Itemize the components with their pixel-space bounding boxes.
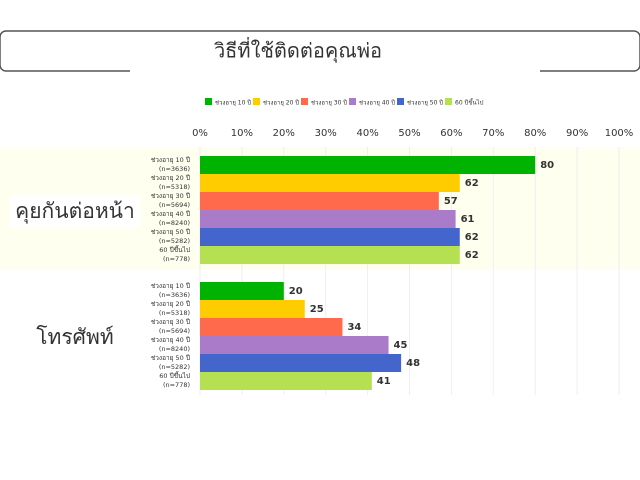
legend-swatch: [445, 98, 452, 105]
legend-label: ช่วงอายุ 30 ปี: [311, 99, 347, 107]
row-sample: (n=5318): [159, 183, 190, 191]
legend-label: ช่วงอายุ 50 ปี: [407, 99, 443, 107]
value-label: 80: [540, 160, 554, 171]
x-tick-label: 60%: [440, 128, 462, 139]
row-sample: (n=5694): [159, 201, 190, 209]
value-label: 20: [289, 286, 303, 297]
row-sample: (n=8240): [159, 219, 190, 227]
row-sample: (n=5282): [159, 363, 190, 371]
row-label: ช่วงอายุ 50 ปี: [151, 228, 190, 236]
legend-swatch: [205, 98, 212, 105]
row-sample: (n=778): [163, 381, 190, 389]
group-label: คุยกันต่อหน้า: [15, 199, 135, 224]
bar: [200, 354, 402, 372]
row-label: ช่วงอายุ 30 ปี: [151, 318, 190, 326]
row-label: ช่วงอายุ 30 ปี: [151, 192, 190, 200]
value-label: 61: [461, 214, 475, 225]
value-label: 41: [377, 376, 391, 387]
row-label: ช่วงอายุ 40 ปี: [151, 210, 190, 218]
chart-title: วิธีที่ใช้ติดต่อคุณพ่อ: [214, 37, 382, 64]
bar: [200, 246, 460, 264]
value-label: 34: [347, 322, 361, 333]
bar: [200, 228, 460, 246]
x-tick-label: 70%: [482, 128, 504, 139]
bar: [200, 372, 372, 390]
legend-swatch: [349, 98, 356, 105]
title-box-gap: [130, 66, 540, 74]
x-tick-label: 10%: [231, 128, 253, 139]
x-tick-label: 20%: [273, 128, 295, 139]
row-sample: (n=3636): [159, 291, 190, 299]
x-tick-label: 90%: [566, 128, 588, 139]
row-label: ช่วงอายุ 10 ปี: [151, 282, 190, 290]
value-label: 62: [465, 178, 479, 189]
legend-label: ช่วงอายุ 20 ปี: [263, 99, 299, 107]
x-tick-label: 0%: [192, 128, 208, 139]
value-label: 45: [394, 340, 408, 351]
bar: [200, 192, 439, 210]
row-label: ช่วงอายุ 20 ปี: [151, 300, 190, 308]
value-label: 62: [465, 232, 479, 243]
x-tick-label: 100%: [605, 128, 634, 139]
bar: [200, 156, 536, 174]
legend-label: ช่วงอายุ 10 ปี: [215, 99, 251, 107]
value-label: 57: [444, 196, 458, 207]
bar: [200, 174, 460, 192]
row-label: 60 ปีขึ้นไป: [159, 245, 190, 254]
legend-swatch: [397, 98, 404, 105]
x-tick-label: 50%: [398, 128, 420, 139]
row-label: ช่วงอายุ 10 ปี: [151, 156, 190, 164]
value-label: 62: [465, 250, 479, 261]
row-label: ช่วงอายุ 50 ปี: [151, 354, 190, 362]
x-tick-label: 40%: [356, 128, 378, 139]
bar: [200, 336, 389, 354]
row-label: ช่วงอายุ 20 ปี: [151, 174, 190, 182]
row-sample: (n=5282): [159, 237, 190, 245]
legend-label: 60 ปีขึ้นไป: [455, 97, 484, 107]
bar: [200, 300, 305, 318]
value-label: 48: [406, 358, 420, 369]
group-label-box: [9, 195, 141, 228]
legend-swatch: [253, 98, 260, 105]
x-tick-label: 30%: [315, 128, 337, 139]
bar: [200, 282, 284, 300]
row-sample: (n=5694): [159, 327, 190, 335]
group-label: โทรศัพท์: [36, 325, 113, 349]
row-label: 60 ปีขึ้นไป: [159, 371, 190, 380]
row-sample: (n=5318): [159, 309, 190, 317]
bar: [200, 318, 343, 336]
row-label: ช่วงอายุ 40 ปี: [151, 336, 190, 344]
legend-label: ช่วงอายุ 40 ปี: [359, 99, 395, 107]
legend-swatch: [301, 98, 308, 105]
row-sample: (n=8240): [159, 345, 190, 353]
value-label: 25: [310, 304, 324, 315]
row-sample: (n=778): [163, 255, 190, 263]
bar: [200, 210, 456, 228]
row-sample: (n=3636): [159, 165, 190, 173]
x-tick-label: 80%: [524, 128, 546, 139]
